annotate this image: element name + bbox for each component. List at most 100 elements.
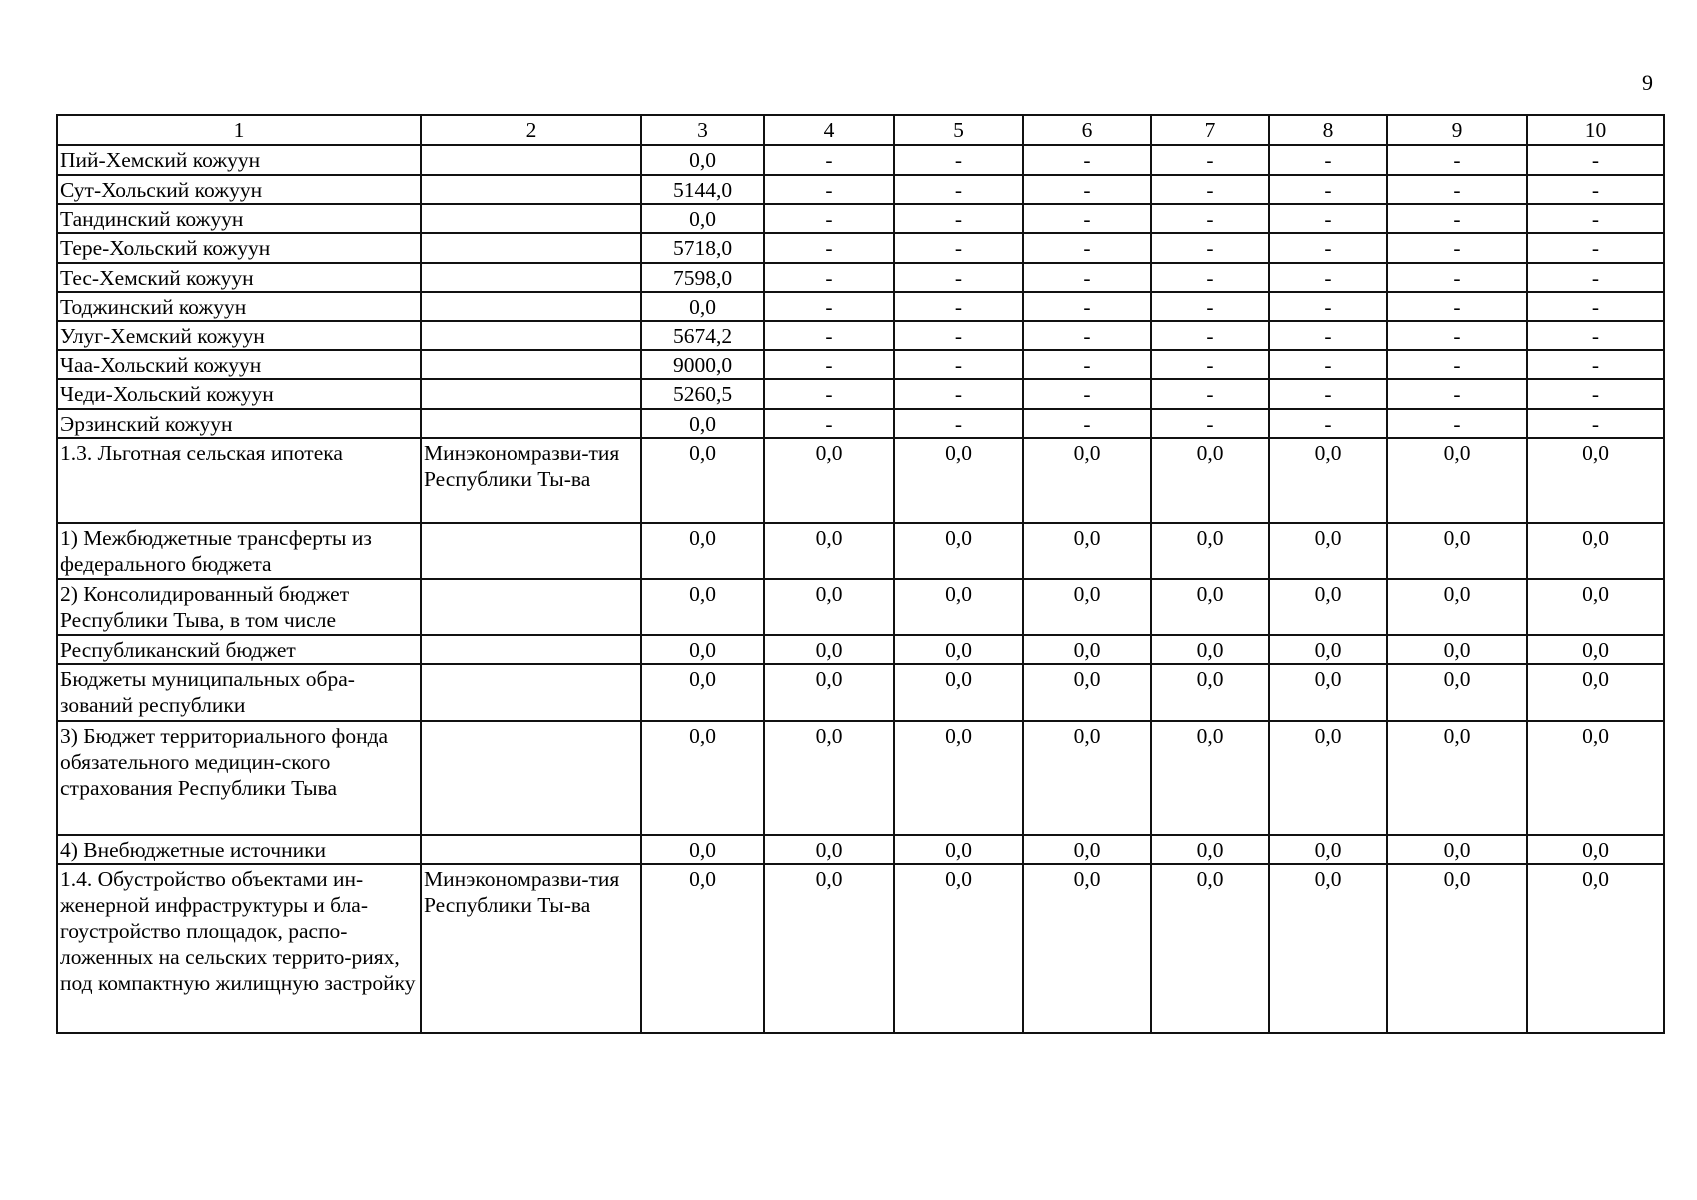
value-cell: 0,0	[1022, 578, 1152, 636]
value-cell: 0,0	[1526, 522, 1665, 580]
value-cell: -	[1268, 144, 1388, 176]
value-cell: -	[893, 291, 1024, 322]
value-cell: -	[1022, 291, 1152, 322]
value-cell: 0,0	[1386, 834, 1528, 865]
value-cell: -	[1526, 320, 1665, 351]
value-cell: -	[1268, 320, 1388, 351]
value-cell: -	[763, 378, 895, 410]
value-cell: -	[1386, 408, 1528, 439]
value-cell: -	[1150, 349, 1270, 380]
value-cell: 0,0	[640, 720, 765, 836]
value-cell: 5674,2	[640, 320, 765, 351]
table-row: 4) Внебюджетные источники 0,0 0,0 0,0 0,0 0,0…	[56, 834, 1665, 865]
value-cell: 0,0	[763, 720, 895, 836]
value-cell: 0,0	[763, 634, 895, 665]
value-cell: 0,0	[1526, 578, 1665, 636]
value-cell: -	[1268, 174, 1388, 205]
value-cell: 0,0	[1022, 834, 1152, 865]
value-cell: -	[1526, 174, 1665, 205]
value-cell: -	[1386, 203, 1528, 234]
value-cell: 0,0	[763, 578, 895, 636]
header-row: 1 2 3 4 5 6 7 8 9 10	[56, 114, 1665, 146]
value-cell: -	[1386, 378, 1528, 410]
value-cell: -	[763, 203, 895, 234]
row-name: Тере-Хольский кожуун	[56, 232, 422, 264]
responsible-executor	[420, 144, 642, 176]
value-cell: 0,0	[1268, 437, 1388, 524]
value-cell: -	[1022, 320, 1152, 351]
value-cell: -	[763, 144, 895, 176]
value-cell: 0,0	[1526, 863, 1665, 1034]
responsible-executor	[420, 203, 642, 234]
value-cell: 0,0	[1268, 720, 1388, 836]
value-cell: -	[1150, 320, 1270, 351]
value-cell: -	[1386, 144, 1528, 176]
value-cell: -	[763, 232, 895, 264]
value-cell: 0,0	[763, 834, 895, 865]
table-row: 1.3. Льготная сельская ипотека Минэкономр…	[56, 437, 1665, 524]
value-cell: 0,0	[763, 522, 895, 580]
budget-table: 1 2 3 4 5 6 7 8 9 10 Пий-Хемский кожуун 0,0- - - - - - - С…	[56, 114, 1665, 1034]
value-cell: -	[1526, 203, 1665, 234]
column-header: 9	[1386, 114, 1528, 146]
value-cell: 0,0	[1022, 663, 1152, 722]
value-cell: -	[1526, 349, 1665, 380]
value-cell: 0,0	[1386, 437, 1528, 524]
row-name: Республиканский бюджет	[56, 634, 422, 665]
row-name: Чаа-Хольский кожуун	[56, 349, 422, 380]
value-cell: 0,0	[1150, 522, 1270, 580]
row-name: 1) Межбюджетные трансферты из федерально…	[56, 522, 422, 580]
column-header: 1	[56, 114, 422, 146]
value-cell: 0,0	[640, 144, 765, 176]
value-cell: 5260,5	[640, 378, 765, 410]
table-row: Улуг-Хемский кожуун 5674,2- - - - - - -	[56, 320, 1665, 351]
responsible-executor	[420, 378, 642, 410]
table-row: Эрзинский кожуун 0,0- - - - - - -	[56, 408, 1665, 439]
row-name: Бюджеты муниципальных обра-зований респу…	[56, 663, 422, 722]
value-cell: -	[1386, 320, 1528, 351]
value-cell: 0,0	[1268, 863, 1388, 1034]
value-cell: -	[1022, 232, 1152, 264]
value-cell: 0,0	[893, 863, 1024, 1034]
value-cell: -	[1526, 262, 1665, 293]
value-cell: 0,0	[1150, 578, 1270, 636]
value-cell: 0,0	[1268, 522, 1388, 580]
value-cell: -	[1150, 291, 1270, 322]
value-cell: -	[893, 320, 1024, 351]
value-cell: -	[1268, 291, 1388, 322]
value-cell: -	[1268, 203, 1388, 234]
value-cell: 0,0	[763, 863, 895, 1034]
value-cell: -	[1150, 144, 1270, 176]
column-header: 3	[640, 114, 765, 146]
value-cell: 5144,0	[640, 174, 765, 205]
value-cell: 0,0	[1022, 863, 1152, 1034]
value-cell: 0,0	[640, 203, 765, 234]
row-name: 4) Внебюджетные источники	[56, 834, 422, 865]
value-cell: 0,0	[640, 522, 765, 580]
table-row: Чеди-Хольский кожуун 5260,5- - - - - - -	[56, 378, 1665, 410]
value-cell: -	[1268, 349, 1388, 380]
table-row: Бюджеты муниципальных обра-зований респу…	[56, 663, 1665, 722]
responsible-executor	[420, 320, 642, 351]
table-row: Сут-Хольский кожуун 5144,0- - - - - - -	[56, 174, 1665, 205]
row-name: 2) Консолидированный бюджет Республики Т…	[56, 578, 422, 636]
value-cell: 5718,0	[640, 232, 765, 264]
value-cell: 0,0	[1526, 663, 1665, 722]
row-name: Тес-Хемский кожуун	[56, 262, 422, 293]
value-cell: 0,0	[640, 578, 765, 636]
table-row: 1) Межбюджетные трансферты из федерально…	[56, 522, 1665, 580]
value-cell: -	[893, 408, 1024, 439]
column-header: 7	[1150, 114, 1270, 146]
table-row: 1.4. Обустройство объектами ин-женерной …	[56, 863, 1665, 1034]
value-cell: 0,0	[893, 720, 1024, 836]
value-cell: -	[1150, 378, 1270, 410]
responsible-executor	[420, 663, 642, 722]
value-cell: 0,0	[1386, 634, 1528, 665]
value-cell: 0,0	[1526, 634, 1665, 665]
column-header: 5	[893, 114, 1024, 146]
table-row: Республиканский бюджет 0,0 0,0 0,0 0,0 0,0 0,0…	[56, 634, 1665, 665]
value-cell: 0,0	[893, 578, 1024, 636]
table-row: Тере-Хольский кожуун 5718,0- - - - - - -	[56, 232, 1665, 264]
value-cell: -	[1386, 174, 1528, 205]
value-cell: -	[1022, 378, 1152, 410]
